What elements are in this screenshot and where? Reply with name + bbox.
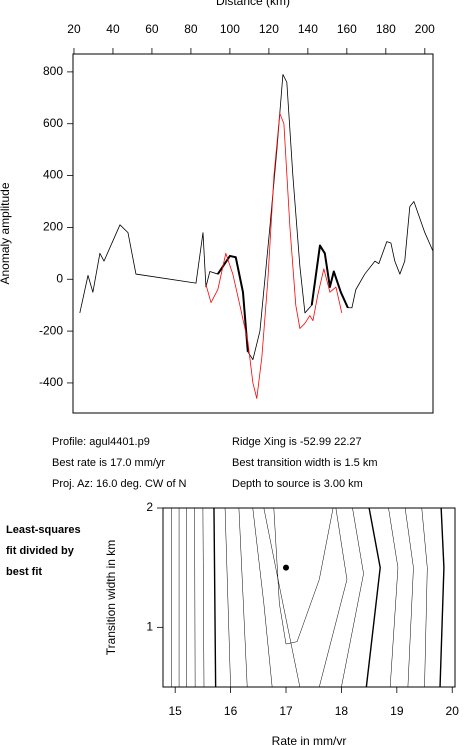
y-tick-label: 800 xyxy=(43,64,63,78)
plot-frame xyxy=(162,507,456,688)
x-tick-label: 18 xyxy=(335,704,349,718)
contour-line xyxy=(213,507,217,688)
contour-line xyxy=(439,507,445,688)
contour-line xyxy=(273,507,334,645)
contour-line xyxy=(252,507,273,688)
y-tick-label: 2 xyxy=(146,500,153,514)
x-tick-label: 100 xyxy=(220,22,240,36)
annotation: Proj. Az: 16.0 deg. CW of N xyxy=(52,478,187,490)
annotation: Profile: agul4401.p9 xyxy=(52,436,150,448)
y-tick-label: 0 xyxy=(56,271,63,285)
best-fit-point xyxy=(283,564,290,571)
contour-line xyxy=(341,507,364,688)
contour-line xyxy=(224,507,231,688)
x-axis-label: Rate in mm/yr xyxy=(272,734,347,745)
annotation: Depth to source is 3.00 km xyxy=(232,478,363,490)
annotation: Best transition width is 1.5 km xyxy=(232,457,378,469)
x-tick-label: 19 xyxy=(390,704,404,718)
data-line xyxy=(216,254,249,352)
x-tick-label: 60 xyxy=(145,22,159,36)
y-tick-label: -400 xyxy=(39,375,63,389)
y-tick-label: -200 xyxy=(39,323,63,337)
side-label: fit divided by xyxy=(6,545,75,557)
x-axis-label: Distance (km) xyxy=(216,0,290,8)
y-axis-label: Transition width in km xyxy=(104,540,118,656)
contour-line xyxy=(238,507,248,688)
side-label: Least-squares xyxy=(6,524,81,536)
contour-line xyxy=(263,507,301,688)
x-tick-label: 180 xyxy=(376,22,396,36)
side-label: best fit xyxy=(6,566,42,578)
x-tick-label: 140 xyxy=(298,22,318,36)
x-tick-label: 20 xyxy=(67,22,81,36)
y-axis-label: Anomaly amplitude xyxy=(0,182,12,284)
y-tick-label: 600 xyxy=(43,116,63,130)
x-tick-label: 200 xyxy=(415,22,435,36)
x-tick-label: 160 xyxy=(337,22,357,36)
y-tick-label: 400 xyxy=(43,168,63,182)
plot-frame xyxy=(72,53,434,414)
x-tick-label: 80 xyxy=(184,22,198,36)
x-tick-label: 20 xyxy=(446,704,460,718)
x-tick-label: 17 xyxy=(279,704,293,718)
contour-line xyxy=(421,507,428,688)
x-tick-label: 16 xyxy=(224,704,238,718)
data-line xyxy=(310,244,349,309)
x-tick-label: 15 xyxy=(169,704,183,718)
annotation: Ridge Xing is -52.99 22.27 xyxy=(232,436,362,448)
annotation: Best rate is 17.0 mm/yr xyxy=(52,457,165,469)
contour-line xyxy=(319,507,348,688)
x-tick-label: 120 xyxy=(259,22,279,36)
y-tick-label: 200 xyxy=(43,220,63,234)
contour-line xyxy=(404,507,414,688)
contour-line xyxy=(365,507,381,688)
data-line xyxy=(205,112,343,399)
contour-line xyxy=(202,507,205,688)
y-tick-label: 1 xyxy=(146,620,153,634)
contour-line xyxy=(194,507,196,688)
contour-line xyxy=(388,507,399,688)
data-line xyxy=(79,74,434,361)
x-tick-label: 40 xyxy=(106,22,120,36)
